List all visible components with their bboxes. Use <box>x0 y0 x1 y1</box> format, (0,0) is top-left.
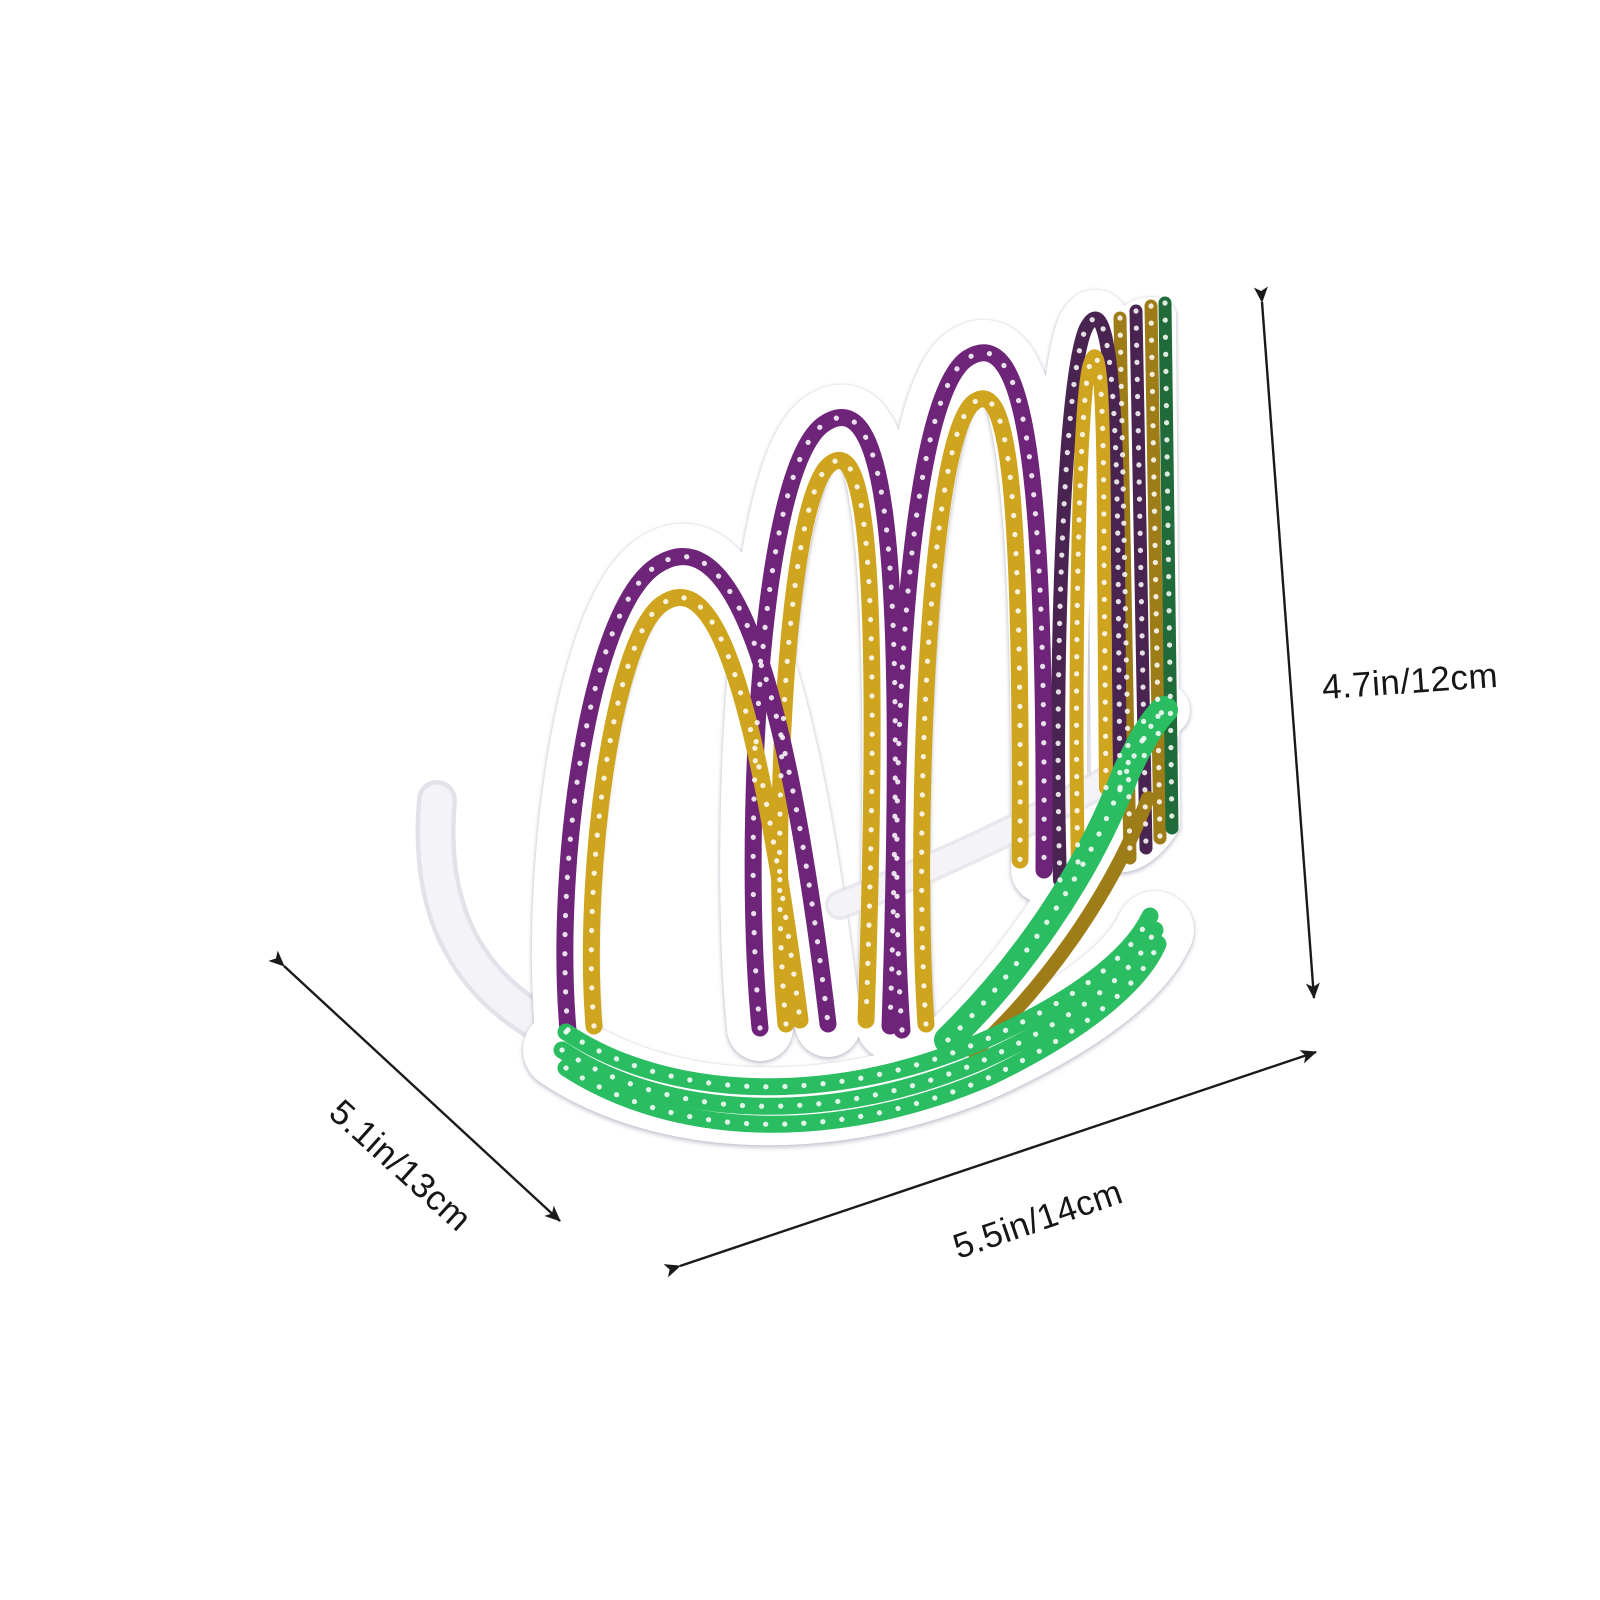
width-dimension-arrow <box>663 1050 1317 1278</box>
dimension-lines <box>268 286 1320 1278</box>
height-dimension-arrow <box>1253 286 1320 999</box>
depth-dimension-arrow <box>268 950 561 1222</box>
